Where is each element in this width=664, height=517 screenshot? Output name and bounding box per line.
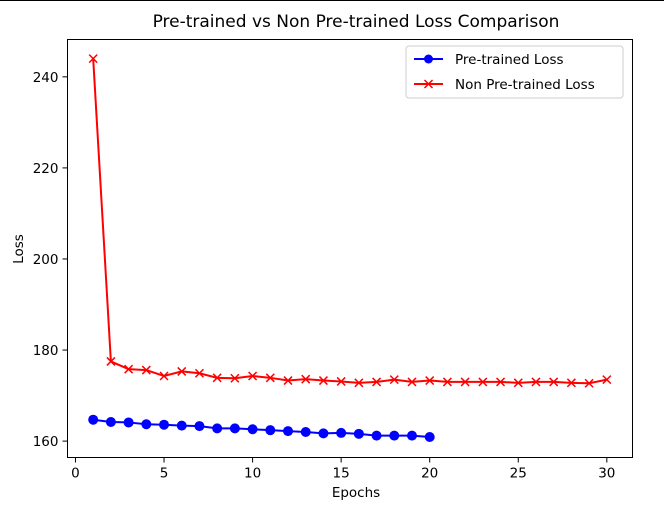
x-tick-label: 10 [244,466,261,482]
y-tick-label: 160 [33,434,59,450]
data-point [212,373,222,383]
y-tick-label: 180 [33,343,59,359]
legend: Pre-trained Loss Non Pre-trained Loss [405,45,624,99]
data-point [106,356,116,366]
data-point [425,376,435,386]
data-point [602,375,612,385]
data-point [247,424,258,435]
data-point [371,430,382,441]
plot-frame [67,39,633,458]
data-point [407,377,417,387]
data-point [124,364,134,374]
data-point [442,377,452,387]
data-point [283,426,294,437]
data-point [389,375,399,385]
data-point [336,376,346,386]
data-point [194,368,204,378]
y-tick-label: 240 [33,70,59,86]
legend-label-pretrained: Pre-trained Loss [455,52,564,68]
legend-marker-non-pretrained [423,79,434,89]
legend-label-non-pretrained: Non Pre-trained Loss [455,77,595,93]
data-point [354,378,364,388]
data-point [88,54,98,64]
data-point [229,423,240,434]
data-point [265,373,275,383]
axis-ticks: 0 5 10 15 20 25 30 160 180 200 220 240 [33,70,616,482]
data-point [531,377,541,387]
plot-series [88,54,612,443]
data-point [460,377,470,387]
chart-title: Pre-trained vs Non Pre-trained Loss Comp… [153,12,560,32]
y-axis-label: Loss [11,234,27,264]
data-point [159,419,170,430]
data-point [584,378,594,388]
x-tick-label: 20 [421,466,438,482]
x-tick-label: 0 [71,466,80,482]
series-non-pretrained [88,54,612,388]
data-point [318,376,328,386]
x-tick-label: 15 [333,466,350,482]
data-point [176,420,187,431]
data-point [141,365,151,375]
top-border-line [0,0,664,1]
data-point [194,421,205,432]
data-point [566,378,576,388]
data-point [248,371,258,381]
y-tick-label: 200 [33,252,59,268]
data-point [406,430,417,441]
data-point [301,374,311,384]
data-point [300,427,311,438]
data-point [105,416,116,427]
data-point [141,419,152,430]
data-point [88,414,99,425]
data-point [372,377,382,387]
x-axis-label: Epochs [332,485,380,501]
data-point [549,377,559,387]
data-point [159,371,169,381]
data-point [318,428,329,439]
data-point [478,377,488,387]
data-point [212,423,223,434]
data-point [230,373,240,383]
data-point [283,376,293,386]
y-tick-label: 220 [33,161,59,177]
data-point [496,377,506,387]
data-point [123,417,134,428]
x-tick-label: 5 [160,466,169,482]
data-point [389,430,400,441]
data-point [424,432,435,443]
x-tick-label: 30 [598,466,615,482]
series-pretrained [88,414,435,443]
x-tick-label: 25 [510,466,527,482]
data-point [353,428,364,439]
data-point [265,425,276,436]
series-line [92,58,608,385]
data-point [177,366,187,376]
legend-box [405,45,624,99]
data-point [513,378,523,388]
data-point [336,427,347,438]
legend-marker-pretrained [424,54,433,64]
